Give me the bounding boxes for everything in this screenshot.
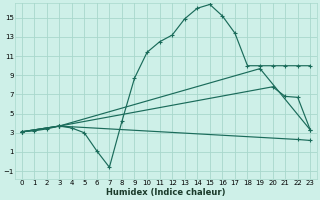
X-axis label: Humidex (Indice chaleur): Humidex (Indice chaleur) xyxy=(106,188,226,197)
